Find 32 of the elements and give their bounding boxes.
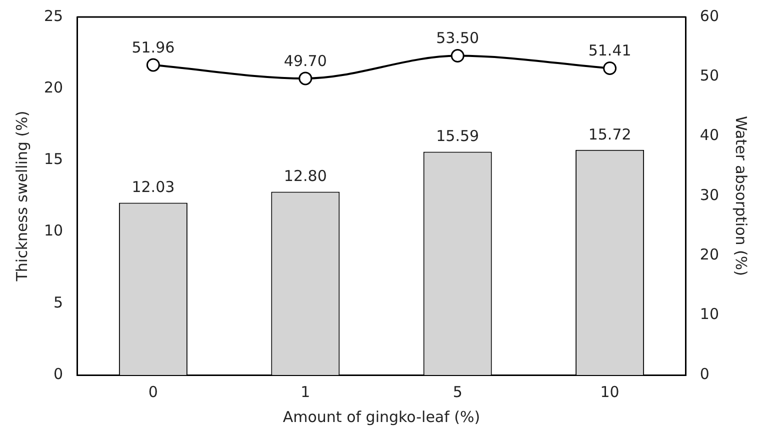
- y2-axis-title: Water absorption (%): [732, 116, 750, 276]
- y2-tick-label: 10: [700, 305, 720, 324]
- data-label: 49.70: [284, 52, 327, 70]
- y-tick-label: 0: [54, 364, 64, 383]
- y2-tick-label: 0: [700, 364, 710, 383]
- x-tick-label: 5: [452, 382, 462, 401]
- x-tick-label: 0: [148, 382, 158, 401]
- y-tick-label: 25: [44, 6, 64, 25]
- x-tick-label: 1: [300, 382, 310, 401]
- data-label: 12.80: [284, 167, 327, 186]
- data-label: 51.96: [132, 38, 175, 56]
- x-axis-title: Amount of gingko-leaf (%): [282, 408, 480, 426]
- y-tick-label: 10: [44, 222, 64, 240]
- y2-tick-label: 30: [700, 186, 720, 204]
- y-tick-label: 15: [44, 150, 64, 168]
- y-tick-label: 20: [44, 78, 64, 96]
- y2-tick-label: 40: [700, 126, 720, 144]
- data-label: 15.59: [436, 127, 480, 146]
- point: [298, 72, 312, 86]
- y2-tick-label: 20: [700, 246, 720, 264]
- x-tick-label: 10: [600, 382, 620, 401]
- y2-tick-label: 60: [700, 6, 720, 25]
- data-label: 12.03: [132, 178, 175, 196]
- data-label: 51.41: [588, 42, 632, 60]
- y2-tick-label: 50: [700, 66, 720, 85]
- point: [450, 49, 464, 63]
- y-tick-label: 5: [54, 293, 64, 312]
- point: [146, 58, 160, 72]
- data-label: 53.50: [436, 29, 480, 48]
- point: [603, 62, 617, 76]
- y-axis-title: Thickness swelling (%): [12, 110, 31, 282]
- data-label: 15.72: [588, 125, 632, 144]
